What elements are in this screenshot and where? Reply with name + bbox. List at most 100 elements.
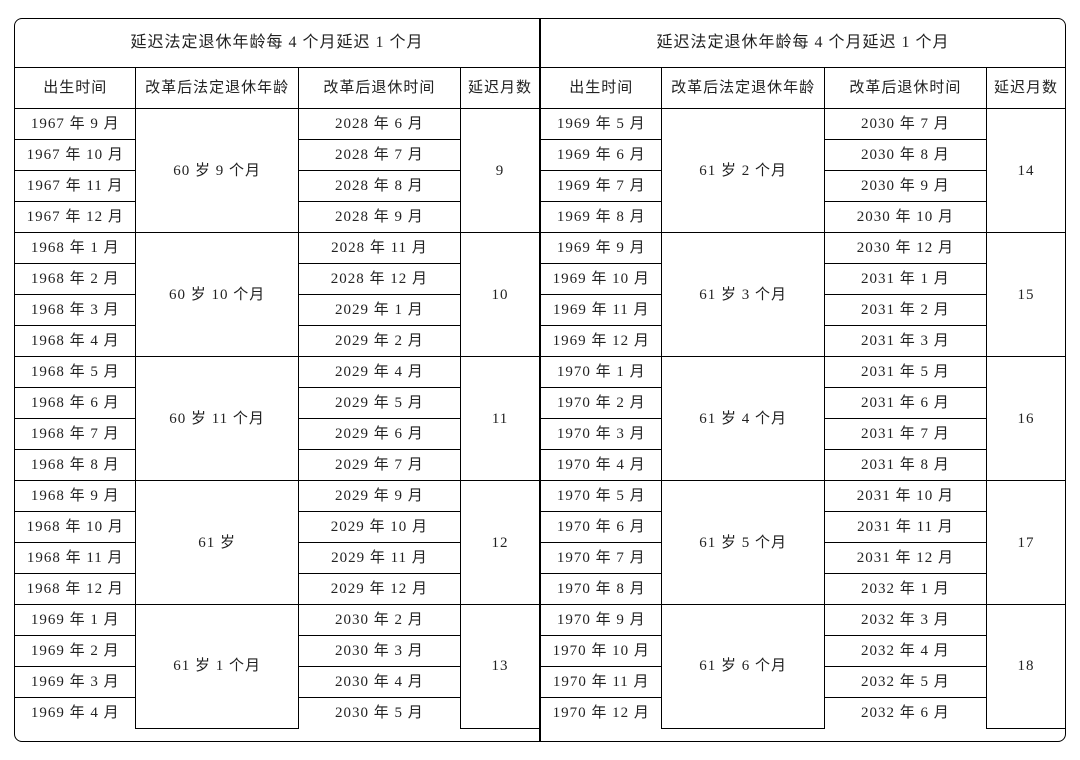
cell-birth: 1968 年 6 月 — [15, 388, 136, 419]
cell-retire: 2032 年 6 月 — [824, 698, 986, 729]
cell-retire: 2030 年 2 月 — [298, 605, 460, 636]
cell-age: 61 岁 5 个月 — [662, 481, 824, 605]
cell-retire: 2031 年 10 月 — [824, 481, 986, 512]
cell-retire: 2032 年 4 月 — [824, 636, 986, 667]
panel-title: 延迟法定退休年龄每 4 个月延迟 1 个月 — [541, 19, 1065, 68]
cell-birth: 1969 年 6 月 — [541, 140, 662, 171]
cell-birth: 1970 年 6 月 — [541, 512, 662, 543]
cell-birth: 1968 年 3 月 — [15, 295, 136, 326]
cell-retire: 2029 年 11 月 — [298, 543, 460, 574]
cell-retire: 2029 年 12 月 — [298, 574, 460, 605]
cell-birth: 1969 年 7 月 — [541, 171, 662, 202]
panel-left: 延迟法定退休年龄每 4 个月延迟 1 个月 出生时间 改革后法定退休年龄 改革后… — [15, 19, 539, 741]
table-row: 1970 年 1 月 61 岁 4 个月 2031 年 5 月 16 — [541, 357, 1065, 388]
cell-retire: 2030 年 7 月 — [824, 109, 986, 140]
cell-retire: 2029 年 10 月 — [298, 512, 460, 543]
cell-birth: 1969 年 1 月 — [15, 605, 136, 636]
cell-retire: 2031 年 12 月 — [824, 543, 986, 574]
table-right: 延迟法定退休年龄每 4 个月延迟 1 个月 出生时间 改革后法定退休年龄 改革后… — [541, 19, 1065, 729]
table-row: 1968 年 1 月 60 岁 10 个月 2028 年 11 月 10 — [15, 233, 539, 264]
table-row: 1968 年 5 月 60 岁 11 个月 2029 年 4 月 11 — [15, 357, 539, 388]
cell-delay: 9 — [461, 109, 539, 233]
cell-birth: 1969 年 9 月 — [541, 233, 662, 264]
cell-delay: 16 — [987, 357, 1065, 481]
cell-birth: 1969 年 10 月 — [541, 264, 662, 295]
cell-birth: 1970 年 8 月 — [541, 574, 662, 605]
cell-birth: 1970 年 1 月 — [541, 357, 662, 388]
cell-retire: 2028 年 7 月 — [298, 140, 460, 171]
cell-birth: 1970 年 5 月 — [541, 481, 662, 512]
cell-birth: 1969 年 5 月 — [541, 109, 662, 140]
cell-retire: 2030 年 9 月 — [824, 171, 986, 202]
cell-age: 60 岁 10 个月 — [136, 233, 298, 357]
cell-delay: 13 — [461, 605, 539, 729]
table-row: 1969 年 1 月 61 岁 1 个月 2030 年 2 月 13 — [15, 605, 539, 636]
cell-retire: 2031 年 7 月 — [824, 419, 986, 450]
col-retire: 改革后退休时间 — [824, 68, 986, 109]
cell-retire: 2031 年 1 月 — [824, 264, 986, 295]
panel-right: 延迟法定退休年龄每 4 个月延迟 1 个月 出生时间 改革后法定退休年龄 改革后… — [539, 19, 1065, 741]
col-birth: 出生时间 — [541, 68, 662, 109]
cell-birth: 1970 年 11 月 — [541, 667, 662, 698]
cell-birth: 1970 年 4 月 — [541, 450, 662, 481]
cell-retire: 2028 年 11 月 — [298, 233, 460, 264]
col-delay: 延迟月数 — [461, 68, 539, 109]
cell-age: 60 岁 9 个月 — [136, 109, 298, 233]
cell-retire: 2029 年 1 月 — [298, 295, 460, 326]
cell-delay: 18 — [987, 605, 1065, 729]
cell-retire: 2029 年 9 月 — [298, 481, 460, 512]
cell-birth: 1969 年 4 月 — [15, 698, 136, 729]
cell-age: 61 岁 4 个月 — [662, 357, 824, 481]
table-row: 1968 年 9 月 61 岁 2029 年 9 月 12 — [15, 481, 539, 512]
cell-birth: 1969 年 8 月 — [541, 202, 662, 233]
cell-retire: 2030 年 3 月 — [298, 636, 460, 667]
retirement-delay-table: 延迟法定退休年龄每 4 个月延迟 1 个月 出生时间 改革后法定退休年龄 改革后… — [14, 18, 1066, 742]
cell-retire: 2032 年 3 月 — [824, 605, 986, 636]
table-row: 1967 年 9 月 60 岁 9 个月 2028 年 6 月 9 — [15, 109, 539, 140]
cell-delay: 10 — [461, 233, 539, 357]
cell-birth: 1968 年 1 月 — [15, 233, 136, 264]
cell-age: 61 岁 6 个月 — [662, 605, 824, 729]
cell-retire: 2031 年 5 月 — [824, 357, 986, 388]
cell-birth: 1970 年 9 月 — [541, 605, 662, 636]
cell-birth: 1968 年 8 月 — [15, 450, 136, 481]
cell-retire: 2029 年 5 月 — [298, 388, 460, 419]
table-row: 1969 年 5 月 61 岁 2 个月 2030 年 7 月 14 — [541, 109, 1065, 140]
cell-retire: 2032 年 1 月 — [824, 574, 986, 605]
cell-birth: 1968 年 5 月 — [15, 357, 136, 388]
table-row: 1969 年 9 月 61 岁 3 个月 2030 年 12 月 15 — [541, 233, 1065, 264]
cell-retire: 2031 年 8 月 — [824, 450, 986, 481]
cell-birth: 1967 年 11 月 — [15, 171, 136, 202]
cell-birth: 1970 年 10 月 — [541, 636, 662, 667]
cell-birth: 1968 年 12 月 — [15, 574, 136, 605]
cell-birth: 1968 年 2 月 — [15, 264, 136, 295]
cell-delay: 12 — [461, 481, 539, 605]
table-row: 1970 年 9 月 61 岁 6 个月 2032 年 3 月 18 — [541, 605, 1065, 636]
cell-delay: 11 — [461, 357, 539, 481]
cell-delay: 15 — [987, 233, 1065, 357]
cell-retire: 2029 年 4 月 — [298, 357, 460, 388]
cell-birth: 1969 年 2 月 — [15, 636, 136, 667]
col-age: 改革后法定退休年龄 — [662, 68, 824, 109]
cell-retire: 2029 年 7 月 — [298, 450, 460, 481]
cell-birth: 1970 年 2 月 — [541, 388, 662, 419]
cell-birth: 1968 年 7 月 — [15, 419, 136, 450]
cell-retire: 2030 年 10 月 — [824, 202, 986, 233]
table-row: 1970 年 5 月 61 岁 5 个月 2031 年 10 月 17 — [541, 481, 1065, 512]
cell-retire: 2031 年 2 月 — [824, 295, 986, 326]
cell-birth: 1969 年 12 月 — [541, 326, 662, 357]
cell-birth: 1968 年 9 月 — [15, 481, 136, 512]
col-retire: 改革后退休时间 — [298, 68, 460, 109]
cell-retire: 2030 年 8 月 — [824, 140, 986, 171]
cell-retire: 2030 年 4 月 — [298, 667, 460, 698]
table-left: 延迟法定退休年龄每 4 个月延迟 1 个月 出生时间 改革后法定退休年龄 改革后… — [15, 19, 539, 729]
cell-birth: 1969 年 11 月 — [541, 295, 662, 326]
cell-birth: 1970 年 12 月 — [541, 698, 662, 729]
cell-retire: 2031 年 3 月 — [824, 326, 986, 357]
cell-birth: 1970 年 3 月 — [541, 419, 662, 450]
cell-birth: 1967 年 10 月 — [15, 140, 136, 171]
cell-retire: 2031 年 6 月 — [824, 388, 986, 419]
cell-retire: 2032 年 5 月 — [824, 667, 986, 698]
col-birth: 出生时间 — [15, 68, 136, 109]
cell-retire: 2029 年 6 月 — [298, 419, 460, 450]
